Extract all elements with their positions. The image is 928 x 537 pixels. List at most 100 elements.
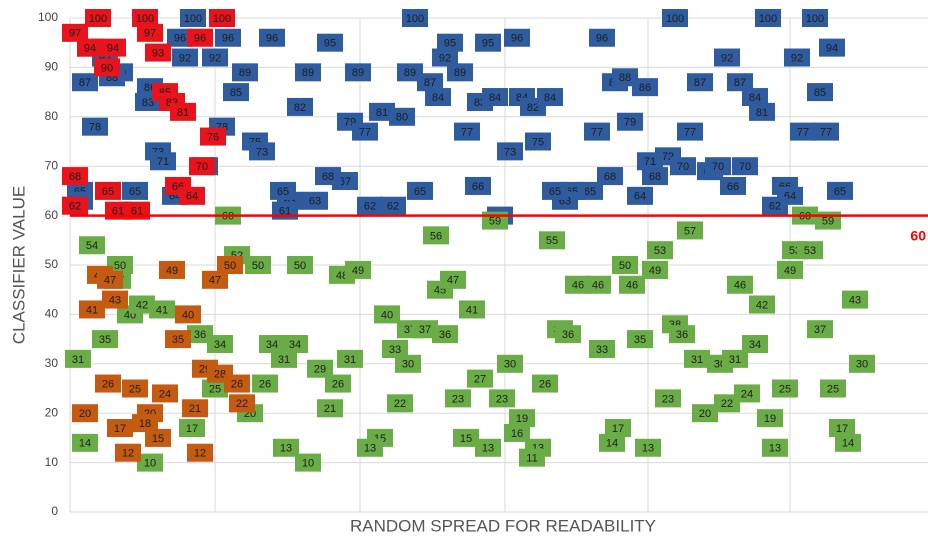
marker <box>669 325 695 344</box>
marker <box>732 157 758 176</box>
marker <box>447 63 473 82</box>
marker-label: 93 <box>152 47 164 59</box>
marker <box>345 63 371 82</box>
marker-label: 19 <box>764 413 776 425</box>
marker <box>207 335 233 354</box>
marker <box>202 48 228 67</box>
marker <box>337 349 363 368</box>
marker <box>813 122 839 141</box>
marker-label: 35 <box>634 334 646 346</box>
marker-label: 50 <box>619 260 631 272</box>
marker-label: 34 <box>289 339 301 351</box>
marker-label: 31 <box>72 354 84 366</box>
marker-label: 94 <box>826 43 838 55</box>
marker <box>475 33 501 52</box>
y-tick-label: 0 <box>51 504 58 518</box>
marker <box>357 438 383 457</box>
marker-label: 22 <box>236 398 248 410</box>
marker-label: 95 <box>324 38 336 50</box>
marker-label: 94 <box>107 43 119 55</box>
marker-label: 10 <box>302 458 314 470</box>
marker <box>755 9 781 27</box>
marker <box>539 231 565 250</box>
marker-label: 14 <box>79 438 91 450</box>
marker <box>802 9 828 27</box>
marker-label: 49 <box>784 265 796 277</box>
marker-label: 46 <box>572 280 584 292</box>
y-tick-label: 100 <box>38 10 58 24</box>
marker <box>617 112 643 131</box>
marker <box>62 23 88 42</box>
marker-label: 24 <box>159 388 171 400</box>
marker-label: 100 <box>89 13 107 25</box>
marker <box>565 275 591 294</box>
y-tick-label: 80 <box>45 109 59 123</box>
marker-label: 84 <box>749 92 761 104</box>
marker <box>382 339 408 358</box>
marker-label: 40 <box>381 309 393 321</box>
series: 4843414749403547502017201815121224212928… <box>72 256 255 462</box>
marker-label: 70 <box>712 161 724 173</box>
marker <box>82 117 108 136</box>
marker <box>467 369 493 388</box>
marker-label: 22 <box>721 398 733 410</box>
marker-label: 37 <box>814 324 826 336</box>
marker-label: 77 <box>684 127 696 139</box>
marker-label: 13 <box>769 443 781 455</box>
marker <box>62 167 88 186</box>
marker-label: 30 <box>402 359 414 371</box>
marker-label: 30 <box>504 359 516 371</box>
marker-label: 62 <box>364 201 376 213</box>
marker-label: 85 <box>230 87 242 99</box>
marker-label: 10 <box>144 458 156 470</box>
marker-label: 100 <box>666 13 684 25</box>
marker-label: 96 <box>194 33 206 45</box>
marker-label: 23 <box>452 393 464 405</box>
marker <box>273 438 299 457</box>
marker <box>259 335 285 354</box>
marker-label: 37 <box>419 324 431 336</box>
marker-label: 77 <box>461 127 473 139</box>
y-tick-label: 20 <box>45 405 59 419</box>
marker-label: 42 <box>136 299 148 311</box>
marker-label: 36 <box>439 329 451 341</box>
marker <box>72 404 98 423</box>
marker <box>182 399 208 418</box>
marker <box>115 443 141 462</box>
marker <box>94 58 120 77</box>
marker-label: 77 <box>820 127 832 139</box>
marker-label: 34 <box>266 339 278 351</box>
marker-label: 23 <box>662 393 674 405</box>
marker <box>72 73 98 92</box>
marker <box>749 295 775 314</box>
y-tick-label: 10 <box>45 455 59 469</box>
marker <box>504 423 530 442</box>
marker <box>152 384 178 403</box>
marker-label: 68 <box>604 171 616 183</box>
marker <box>705 157 731 176</box>
marker <box>432 48 458 67</box>
marker-label: 59 <box>489 215 501 227</box>
marker-label: 87 <box>424 77 436 89</box>
marker-label: 53 <box>804 245 816 257</box>
marker-label: 53 <box>654 245 666 257</box>
marker-label: 65 <box>277 186 289 198</box>
marker <box>589 339 615 358</box>
x-axis-title: RANDOM SPREAD FOR READABILITY <box>350 516 656 535</box>
marker <box>189 157 215 176</box>
marker <box>677 122 703 141</box>
marker <box>612 256 638 274</box>
marker-label: 34 <box>214 339 226 351</box>
marker-label: 47 <box>104 275 116 287</box>
marker <box>122 181 148 200</box>
marker-label: 50 <box>114 260 126 272</box>
marker <box>537 88 563 107</box>
marker-label: 50 <box>294 260 306 272</box>
marker <box>555 325 581 344</box>
marker-label: 17 <box>612 423 624 435</box>
marker <box>252 374 278 393</box>
marker <box>187 443 213 462</box>
marker-label: 46 <box>626 280 638 292</box>
marker-label: 19 <box>516 413 528 425</box>
marker <box>287 256 313 274</box>
